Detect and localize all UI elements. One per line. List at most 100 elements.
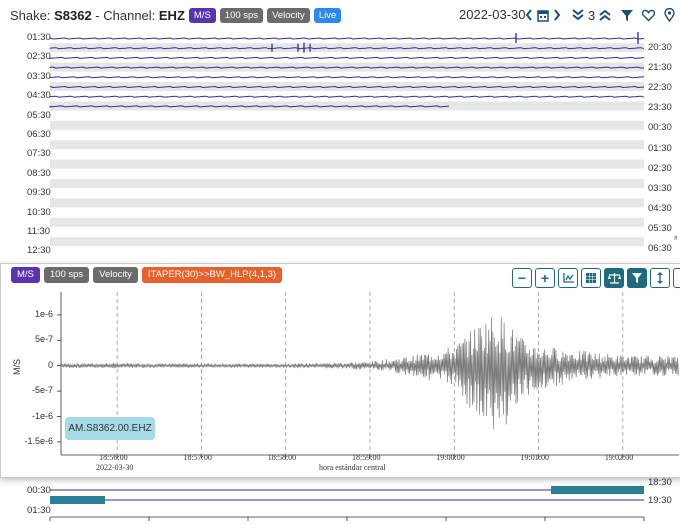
- helicorder-row-band: [50, 237, 644, 247]
- date-label[interactable]: 2022-03-30: [459, 7, 526, 22]
- header-title: Shake: S8362 - Channel: EHZ: [10, 8, 185, 23]
- grid-icon: [586, 273, 596, 283]
- selection-highlight: [551, 486, 644, 494]
- helicorder-row-band: [50, 43, 644, 53]
- helicorder-right-label: 04:30: [648, 202, 672, 214]
- helicorder-right-label: 03:30: [648, 182, 672, 194]
- y-tick-label: 1e-6: [34, 308, 53, 319]
- chevron-right-icon[interactable]: [552, 8, 562, 22]
- x-tick-label: 18:58:00: [267, 453, 297, 462]
- nav-toolbar: 3: [524, 6, 675, 24]
- helicorder-left-label: 05:30: [27, 109, 51, 121]
- helicorder-trace: [49, 76, 645, 79]
- panel-mode-badge[interactable]: Velocity: [93, 267, 138, 283]
- channel-name: EHZ: [158, 7, 185, 23]
- y-tick-label: 0: [47, 359, 53, 370]
- spectrum-icon: [562, 273, 574, 283]
- filter-icon[interactable]: [621, 9, 634, 22]
- helicorder-trace: [49, 105, 450, 108]
- y-tick-label: -1e-6: [31, 410, 53, 421]
- heart-icon[interactable]: [642, 9, 656, 22]
- sps-badge[interactable]: 100 sps: [219, 7, 264, 23]
- helicorder-right-label: 06:30: [648, 243, 672, 254]
- helicorder-left-label: 08:30: [27, 167, 51, 179]
- grid-button[interactable]: [581, 268, 601, 288]
- helicorder-plot[interactable]: [0, 30, 680, 524]
- vertical-arrows-icon: [657, 272, 663, 284]
- station-label: AM.S8362.00.EHZ: [65, 417, 155, 440]
- filter-button[interactable]: [627, 268, 647, 288]
- vertical-scale-button[interactable]: [650, 268, 670, 288]
- chevron-left-icon[interactable]: [524, 8, 534, 22]
- zoom-in-button[interactable]: +: [535, 268, 555, 288]
- helicorder-trace: [49, 47, 645, 50]
- y-tick-label: -5e-7: [31, 385, 53, 396]
- y-tick-label: -1.5e-6: [24, 435, 53, 446]
- helicorder-trace: [49, 56, 645, 59]
- helicorder-left-label: 01:30: [27, 32, 51, 43]
- scale-icon: [607, 272, 621, 284]
- filter-icon: [632, 272, 642, 283]
- spectrum-button[interactable]: [558, 268, 578, 288]
- units-badge[interactable]: M/S: [188, 7, 216, 23]
- panel-toolbar: − + ×: [512, 268, 680, 288]
- helicorder-right-label: 19:30: [648, 495, 672, 506]
- helicorder-left-label: 09:30: [27, 187, 51, 199]
- selection-highlight: [50, 496, 105, 504]
- zoom-out-button[interactable]: −: [512, 268, 532, 288]
- x-axis-date: 2022-03-30: [96, 463, 134, 472]
- station-name: S8362: [54, 7, 92, 23]
- helicorder-left-label: 11:30: [27, 226, 51, 237]
- double-chevron-up-icon[interactable]: [598, 8, 612, 22]
- helicorder-left-label: 02:30: [27, 51, 51, 63]
- header: Shake: S8362 - Channel: EHZ M/S 100 sps …: [0, 0, 680, 30]
- double-chevron-down-icon[interactable]: [571, 8, 585, 22]
- x-axis-title: hora estándar central: [319, 463, 386, 472]
- helicorder-row-band: [50, 120, 644, 130]
- helicorder-row-band: [50, 159, 644, 169]
- helicorder-trace: [49, 95, 645, 98]
- zoom-in-icon: +: [540, 270, 550, 286]
- mode-badge[interactable]: Velocity: [267, 7, 310, 23]
- helicorder-row-band: [50, 198, 644, 208]
- helicorder-trace: [49, 37, 645, 40]
- helicorder[interactable]: 01:30 02:30 03:30 04:30 05:30 06:30 07:30 08:30…: [0, 30, 680, 524]
- map-pin-icon[interactable]: [664, 8, 675, 22]
- live-badge[interactable]: Live: [313, 7, 342, 23]
- scale-button[interactable]: [604, 268, 624, 288]
- x-tick-label: 18:56:00: [99, 453, 128, 462]
- helicorder-trace: [49, 85, 645, 89]
- x-tick-label: 19:00:00: [436, 453, 465, 462]
- helicorder-right-label: 18:30: [648, 477, 672, 488]
- waveform-line: [60, 317, 679, 430]
- helicorder-row-band: [50, 217, 644, 227]
- panel-badges: M/S 100 sps Velocity ITAPER(30)>>BW_HLP(…: [11, 267, 286, 283]
- helicorder-right-label: 20:30: [648, 42, 672, 53]
- hours-count: 3: [588, 7, 596, 23]
- zoom-out-icon: −: [517, 270, 527, 286]
- helicorder-left-label: 04:30: [27, 90, 51, 102]
- panel-sps-badge[interactable]: 100 sps: [43, 267, 90, 283]
- calendar-icon[interactable]: [537, 9, 549, 22]
- y-tick-label: 5e-7: [34, 334, 53, 345]
- y-axis-title: M/S: [12, 358, 23, 376]
- panel-units-badge[interactable]: M/S: [11, 267, 40, 283]
- helicorder-right-label: 00:30: [648, 122, 672, 134]
- x-tick-label: 19:01:00: [520, 453, 549, 462]
- helicorder-right-label: 21:30: [648, 62, 672, 74]
- channel-prefix: - Channel:: [91, 7, 159, 23]
- helicorder-left-label: 10:30: [27, 206, 51, 218]
- helicorder-trace: [49, 66, 645, 69]
- x-tick-label: 18:59:00: [352, 453, 381, 462]
- seismogram-plot[interactable]: [1, 264, 680, 479]
- helicorder-left-label: 01:30: [27, 505, 51, 516]
- helicorder-left-label: 06:30: [27, 129, 51, 140]
- helicorder-left-label: 07:30: [27, 148, 51, 160]
- x-tick-label: 19:02:00: [604, 453, 634, 462]
- panel-filter-badge[interactable]: ITAPER(30)>>BW_HLP(4,1,3): [141, 267, 283, 283]
- seismogram-panel: M/S 100 sps Velocity ITAPER(30)>>BW_HLP(…: [0, 263, 680, 478]
- helicorder-left-label: 03:30: [27, 70, 51, 82]
- helicorder-right-label: 02:30: [648, 162, 672, 174]
- helicorder-left-label: 00:30: [27, 485, 51, 496]
